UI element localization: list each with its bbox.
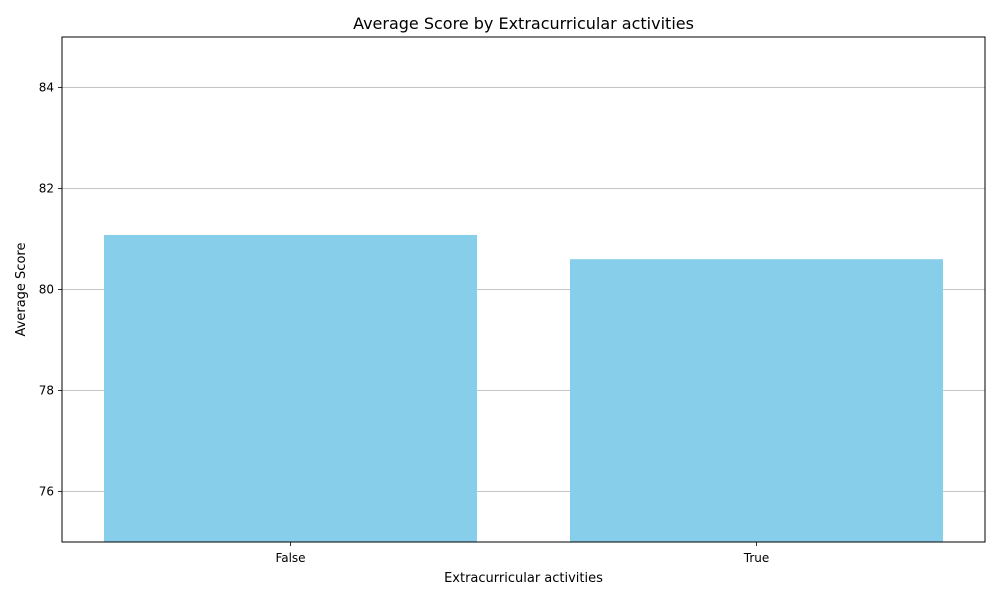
y-tick-label: 78 — [39, 384, 54, 398]
x-axis-label: Extracurricular activities — [444, 571, 603, 586]
y-axis-label: Average Score — [14, 243, 29, 337]
y-tick-label: 76 — [39, 485, 54, 499]
x-tick-label: False — [275, 551, 305, 565]
y-tick-label: 82 — [39, 182, 54, 196]
x-tick-label: True — [743, 551, 770, 565]
x-axis: False True — [275, 542, 769, 565]
y-axis: 76 78 80 82 84 — [39, 81, 62, 499]
y-tick-label: 84 — [39, 81, 54, 95]
bars — [104, 234, 943, 542]
bar-true — [570, 259, 943, 542]
bar-false — [104, 234, 477, 542]
y-tick-label: 80 — [39, 283, 54, 297]
chart-title: Average Score by Extracurricular activit… — [353, 14, 694, 33]
